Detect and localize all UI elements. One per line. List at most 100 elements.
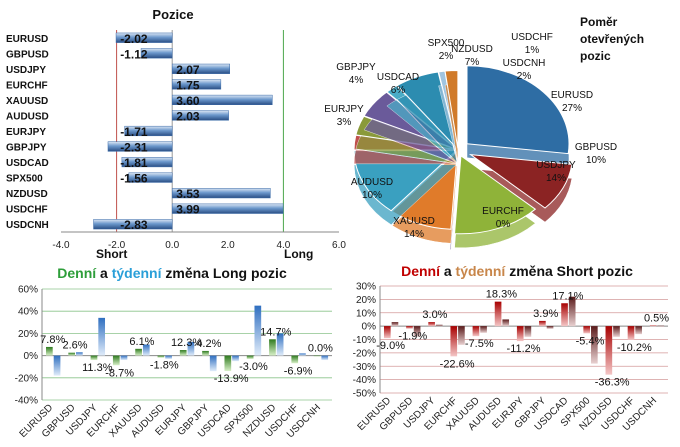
category-usdcnh: USDCNH: [6, 220, 49, 231]
pie-label-eurjpy: EURJPY: [324, 104, 364, 115]
pie-label-usdcad: USDCAD: [377, 72, 419, 83]
pie-value-nzdusd: 7%: [465, 57, 480, 68]
bar-spx500: [128, 172, 173, 183]
category-usdcad: USDCAD: [6, 158, 49, 169]
value-label-spx500: -1.56: [120, 172, 148, 186]
pie-title-line-1: Poměr: [580, 15, 618, 29]
value-label-usdjpy: 2.07: [176, 63, 200, 77]
bar-eurchf: [171, 79, 222, 90]
x-tick-5: 6.0: [332, 240, 346, 251]
daily-bar-usdcad: [224, 355, 232, 372]
bar-eurjpy: [124, 125, 173, 137]
category-eurusd: EURUSD: [6, 34, 48, 45]
bar-usdcnh: [93, 219, 173, 230]
weekly-bar-xauusd: [142, 344, 150, 356]
daily-bar-nzdusd: [605, 326, 613, 375]
change-value-usdcad: 17.1%: [552, 290, 583, 302]
long-title-daily: Denní: [57, 265, 97, 281]
short-bars: [383, 296, 665, 375]
y-tick-0: -40%: [15, 396, 38, 407]
weekly-bar-gbpjpy: [209, 355, 217, 372]
weekly-bar-xauusd: [480, 326, 487, 333]
positions-x-ticks: -4.0 -2.0 0.0 2.0 4.0 6.0: [52, 240, 346, 251]
pie-value-usdcnh: 2%: [517, 71, 532, 82]
short-value-labels: -9.0%-1.9% 3.0% -22.6% -7.5% 18.3% -11.2% 3.9%…: [376, 289, 669, 389]
long-bars: [46, 305, 329, 376]
change-value-usdchf: -10.2%: [617, 342, 652, 354]
value-label-usdchf: 3.99: [176, 203, 200, 217]
bar-gbpusd: [140, 48, 173, 59]
pie-title-line-2: otevřených: [580, 32, 644, 46]
short-title: Denní a týdenní změna Short pozic: [401, 263, 633, 279]
daily-bar-eurusd: [46, 346, 53, 356]
change-value-gbpusd: 2.6%: [62, 340, 87, 352]
bar-xauusd: [171, 94, 273, 105]
pie-value-eurjpy: 3%: [337, 117, 352, 128]
category-audusd: AUDUSD: [6, 111, 49, 122]
daily-bar-eurchf: [112, 355, 120, 366]
short-title-and: a: [440, 263, 456, 279]
pie-value-audusd: 10%: [362, 190, 382, 201]
daily-bar-usdchf: [627, 326, 635, 340]
value-label-gbpjpy: -2.31: [120, 141, 148, 155]
category-usdchf: USDCHF: [6, 205, 48, 216]
change-value-xauusd: 6.1%: [129, 336, 154, 348]
pie-label-xauusd: XAUUSD: [393, 216, 435, 227]
change-value-eurusd: -9.0%: [376, 340, 405, 352]
y-tick-3: 20%: [18, 329, 38, 340]
pie-value-usdcad: 6%: [391, 85, 406, 96]
pie-value-eurusd: 27%: [562, 103, 582, 114]
pie-label-audusd: AUDUSD: [351, 177, 393, 188]
daily-bar-audusd: [157, 355, 165, 358]
daily-bar-usdjpy: [90, 355, 98, 361]
pie-label-spx500: SPX500: [428, 38, 465, 49]
long-label: Long: [284, 247, 313, 261]
long-category-labels: EURUSDGBPUSDUSDJPYEURCHFXAUUSDAUDUSDEURJ…: [18, 402, 323, 440]
pie-label-usdchf: USDCHF: [511, 32, 553, 43]
value-label-audusd: 2.03: [176, 109, 200, 123]
pie-slices: [353, 65, 573, 250]
bar-usdjpy: [171, 63, 230, 74]
pie-label-nzdusd: NZDUSD: [451, 44, 493, 55]
weekly-bar-usdchf: [299, 353, 306, 356]
value-label-nzdusd: 3.53: [176, 187, 200, 201]
category-gbpjpy: GBPJPY: [6, 143, 47, 154]
daily-bar-gbpusd: [406, 326, 413, 329]
change-value-nzdusd: -36.3%: [595, 377, 630, 389]
weekly-bar-gbpusd: [413, 326, 421, 337]
bar-audusd: [171, 110, 229, 121]
value-label-usdcnh: -2.83: [120, 218, 148, 232]
pie-slice-xauusd: [353, 150, 458, 212]
value-label-eurjpy: -1.71: [120, 125, 148, 139]
weekly-bar-usdcad: [232, 355, 239, 362]
weekly-bar-eurchf: [120, 355, 128, 361]
daily-bar-xauusd: [135, 348, 142, 356]
value-label-eurchf: 1.75: [176, 78, 200, 92]
change-value-eurusd: 7.8%: [40, 334, 65, 346]
y-tick-3: -20%: [353, 348, 376, 359]
change-value-usdjpy: 3.0%: [422, 309, 447, 321]
weekly-bar-usdjpy: [98, 317, 106, 356]
weekly-bar-eurjpy: [524, 326, 532, 337]
positions-bars: [93, 32, 284, 230]
y-tick-5: 60%: [18, 285, 38, 296]
weekly-bar-eurjpy: [187, 341, 195, 356]
short-title-weekly: týdenní: [456, 263, 507, 279]
category-xauusd: XAUUSD: [6, 96, 48, 107]
long-title: Denní a týdenní změna Long pozic: [57, 265, 287, 281]
positions-chart: Pozice EURUSD GBPUSD USDJPY EURCHF XAUUSD AUD…: [6, 7, 346, 261]
category-spx500: SPX500: [6, 174, 43, 185]
daily-bar-usdcad: [561, 303, 568, 327]
positions-grid: [61, 30, 339, 233]
weekly-bar-eurusd: [391, 322, 399, 327]
weekly-bar-nzdusd: [276, 333, 284, 356]
pie-value-xauusd: 14%: [404, 229, 424, 240]
daily-bar-usdcnh: [313, 355, 321, 357]
change-value-usdchf: -6.9%: [284, 365, 313, 377]
short-label: Short: [96, 247, 127, 261]
change-value-gbpjpy: 3.9%: [533, 308, 558, 320]
change-value-audusd: 18.3%: [486, 289, 517, 301]
change-value-usdcad: -13.9%: [214, 373, 249, 385]
x-tick-2: 0.0: [165, 240, 179, 251]
